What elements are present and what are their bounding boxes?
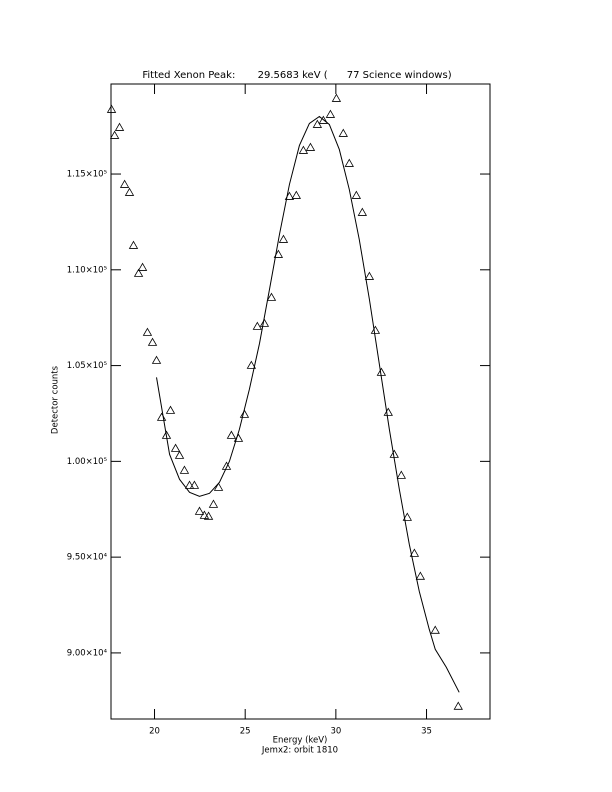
x-tick-label: 35 xyxy=(421,727,432,737)
data-point xyxy=(109,130,120,139)
data-point xyxy=(174,450,185,459)
data-point xyxy=(396,470,407,479)
data-point xyxy=(246,360,257,369)
data-point xyxy=(331,93,342,102)
data-point xyxy=(226,430,237,439)
data-point xyxy=(170,443,181,452)
subtitle: Jemx2: orbit 1810 xyxy=(261,746,338,756)
data-point xyxy=(305,142,316,151)
data-point xyxy=(430,625,440,634)
data-point xyxy=(142,327,153,336)
data-point xyxy=(114,122,125,131)
data-point xyxy=(208,499,219,508)
data-point xyxy=(259,318,270,327)
data-point xyxy=(453,701,463,710)
x-axis-label: Energy (keV) xyxy=(273,736,328,746)
data-point xyxy=(409,548,420,557)
data-point xyxy=(194,506,205,515)
data-point xyxy=(239,409,250,418)
data-point xyxy=(318,115,329,124)
data-point xyxy=(351,190,362,199)
data-point xyxy=(213,482,224,491)
y-tick-label: 1.10×10⁵ xyxy=(67,265,107,275)
data-point xyxy=(133,268,144,277)
data-point xyxy=(221,461,232,470)
chart-title: Fitted Xenon Peak: 29.5683 keV ( 77 Scie… xyxy=(142,70,451,81)
data-point xyxy=(278,234,289,243)
data-point xyxy=(370,325,381,334)
data-point xyxy=(291,190,302,199)
data-point xyxy=(128,240,139,249)
data-point xyxy=(124,187,135,196)
y-tick-label: 1.05×10⁵ xyxy=(67,361,107,371)
data-point xyxy=(179,465,190,474)
data-point xyxy=(203,511,214,520)
x-tick-label: 30 xyxy=(330,727,341,737)
data-point xyxy=(184,480,195,489)
data-point xyxy=(151,355,162,364)
data-point xyxy=(298,145,309,154)
data-point xyxy=(415,571,426,580)
y-tick-label: 9.00×10⁴ xyxy=(67,648,108,658)
data-point xyxy=(165,405,176,414)
y-axis-label: Detector counts xyxy=(51,365,61,434)
x-tick-label: 20 xyxy=(149,727,160,737)
y-tick-label: 1.00×10⁵ xyxy=(67,457,107,467)
x-tick-label: 25 xyxy=(240,727,251,737)
data-point xyxy=(325,109,336,118)
data-point xyxy=(266,292,277,301)
data-point xyxy=(402,512,412,521)
data-point xyxy=(106,104,117,113)
y-tick-label: 1.15×10⁵ xyxy=(67,170,107,180)
data-point xyxy=(252,321,263,330)
data-point xyxy=(199,510,210,519)
data-point xyxy=(189,480,200,489)
data-point xyxy=(312,119,323,128)
data-point xyxy=(119,179,130,188)
data-point xyxy=(364,271,375,280)
plot-frame xyxy=(110,83,491,720)
data-point xyxy=(338,128,348,137)
data-point xyxy=(344,158,354,167)
fit-line xyxy=(156,115,460,693)
data-point xyxy=(147,337,158,346)
y-tick-label: 9.50×10⁴ xyxy=(67,553,108,563)
data-point xyxy=(137,262,148,271)
data-point xyxy=(357,207,368,216)
